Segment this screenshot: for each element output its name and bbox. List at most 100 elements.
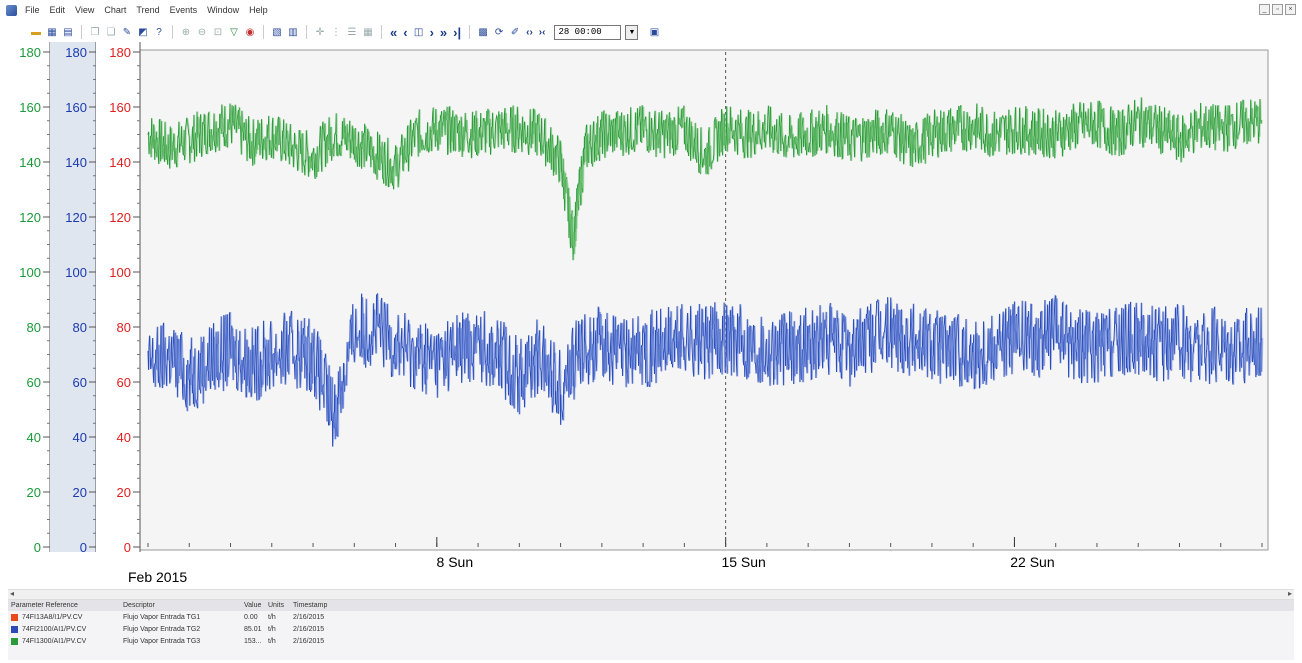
y-tick-label: 100 [19, 265, 41, 280]
toolbar-separator [263, 25, 264, 39]
chart-config-icon[interactable]: ◩ [138, 26, 148, 38]
minimize-icon[interactable]: _ [1259, 4, 1270, 15]
legend-swatch [11, 626, 18, 633]
zoom-in-icon[interactable]: ⊕ [181, 26, 191, 38]
toolbar: ▬ ▦ ▤ ❐ ❏ ✎ ◩ ? ⊕ ⊖ ⊡ ▽ ◉ ▧ ▥ ✛ ⋮ ☰ ▦ « … [0, 22, 1302, 42]
scroll-left-icon[interactable]: ◂ [10, 589, 15, 598]
table-icon[interactable]: ▥ [288, 26, 298, 38]
y-tick-label: 100 [109, 265, 131, 280]
legend-value: 0.00 [244, 614, 258, 621]
help-icon[interactable]: ? [156, 26, 162, 38]
legend-row[interactable]: 74FI2100/AI1/PV.CV Flujo Vapor Entrada T… [8, 624, 1294, 635]
y-tick-label: 80 [27, 320, 41, 335]
y-tick-label: 80 [73, 320, 87, 335]
y-tick-label: 40 [117, 430, 131, 445]
cursor-icon[interactable]: ✛ [315, 26, 325, 38]
legend-descriptor: Flujo Vapor Entrada TG1 [123, 614, 201, 621]
properties-icon[interactable]: ✎ [122, 26, 132, 38]
go-latest-icon[interactable]: ›| [453, 24, 462, 40]
scroll-right-icon[interactable]: ▸ [1287, 589, 1292, 598]
legend-row[interactable]: 74FI1300/AI1/PV.CV Flujo Vapor Entrada T… [8, 636, 1294, 647]
y-axis-band [96, 42, 140, 552]
y-tick-label: 40 [27, 430, 41, 445]
back-icon[interactable]: ‹ [403, 24, 408, 40]
close-icon[interactable]: × [1285, 4, 1296, 15]
y-tick-label: 20 [73, 485, 87, 500]
y-tick-label: 120 [65, 210, 87, 225]
y-tick-label: 140 [19, 155, 41, 170]
y-tick-label: 180 [109, 45, 131, 60]
calendar-icon[interactable]: ▩ [478, 26, 488, 38]
legend-swatch [11, 614, 18, 621]
center-icon[interactable]: ◫ [413, 26, 424, 38]
save-icon[interactable]: ▦ [47, 26, 57, 38]
series-layer [147, 97, 1264, 447]
y-tick-label: 180 [19, 45, 41, 60]
y-axis-band [50, 42, 96, 552]
y-tick-label: 0 [34, 540, 41, 555]
x-tick-label: 15 Sun [721, 554, 765, 570]
y-tick-label: 80 [117, 320, 131, 335]
grid-icon[interactable]: ▦ [363, 26, 373, 38]
shrink-range-icon[interactable]: ›‹ [538, 26, 546, 38]
restore-icon[interactable]: ▫ [1272, 4, 1283, 15]
print-icon[interactable]: ▤ [63, 26, 73, 38]
menu-bar: File Edit View Chart Trend Events Window… [0, 0, 1302, 20]
apply-time-icon[interactable]: ▣ [649, 26, 660, 38]
trend-chart[interactable]: 0 20 40 60 80 100 120 140 160 180 0 20 40 60 80 100 120 1… [0, 42, 1302, 587]
legend-timestamp: 2/16/2015 [293, 638, 325, 645]
y-tick-label: 60 [27, 375, 41, 390]
series-line-highlight [148, 97, 1264, 261]
horizontal-scrollbar[interactable]: ◂ ▸ [8, 589, 1294, 600]
export-icon[interactable]: ▧ [272, 26, 282, 38]
legend-value: 153... [244, 638, 262, 645]
y-tick-label: 140 [65, 155, 87, 170]
header-value[interactable]: Value [244, 602, 262, 609]
y-tick-label: 60 [73, 375, 87, 390]
event-icon[interactable]: ◉ [245, 26, 255, 38]
menu-file[interactable]: File [25, 5, 40, 15]
menu-chart[interactable]: Chart [104, 5, 127, 15]
legend-descriptor: Flujo Vapor Entrada TG3 [123, 638, 201, 645]
menu-edit[interactable]: Edit [49, 5, 66, 15]
stack-icon[interactable]: ☰ [347, 26, 357, 38]
forward-fast-icon[interactable]: » [439, 24, 448, 40]
menu-events[interactable]: Events [169, 5, 198, 15]
x-axis: 8 Sun 15 Sun 22 Sun [147, 537, 1263, 570]
split-icon[interactable]: ⋮ [331, 26, 341, 38]
expand-range-icon[interactable]: ‹› [526, 26, 533, 38]
app-icon [6, 4, 17, 16]
time-sync-icon[interactable]: ⟳ [494, 26, 504, 38]
edit-time-icon[interactable]: ✐ [510, 26, 520, 38]
legend-units: t/h [268, 626, 276, 633]
zoom-out-icon[interactable]: ⊖ [197, 26, 207, 38]
x-month-label: Feb 2015 [128, 569, 187, 585]
header-timestamp[interactable]: Timestamp [293, 602, 328, 609]
y-tick-label: 160 [65, 100, 87, 115]
toolbar-separator [172, 25, 173, 39]
time-range-dropdown-icon[interactable]: ▼ [625, 24, 639, 40]
toolbar-separator [306, 25, 307, 39]
filter-icon[interactable]: ▽ [230, 26, 238, 38]
y-tick-label: 120 [109, 210, 131, 225]
header-parameter[interactable]: Parameter Reference [11, 602, 78, 609]
menu-help[interactable]: Help [249, 5, 268, 15]
menu-view[interactable]: View [75, 5, 95, 15]
header-descriptor[interactable]: Descriptor [123, 602, 155, 609]
zoom-fit-icon[interactable]: ⊡ [213, 26, 223, 38]
menu-trend[interactable]: Trend [136, 5, 160, 15]
time-range-input[interactable]: 28 00:00 [554, 24, 622, 40]
forward-icon[interactable]: › [429, 24, 434, 40]
x-tick-label: 22 Sun [1010, 554, 1054, 570]
y-tick-label: 40 [73, 430, 87, 445]
menu-window[interactable]: Window [207, 5, 240, 15]
legend-ref: 74FI13A8/I1/PV.CV [22, 614, 83, 621]
copy-icon[interactable]: ❐ [90, 26, 100, 38]
open-icon[interactable]: ▬ [31, 26, 41, 38]
y-tick-label: 0 [80, 540, 87, 555]
header-units[interactable]: Units [268, 602, 284, 609]
rewind-fast-icon[interactable]: « [390, 24, 398, 40]
y-tick-label: 160 [19, 100, 41, 115]
legend-row[interactable]: 74FI13A8/I1/PV.CV Flujo Vapor Entrada TG… [8, 612, 1294, 623]
paste-icon[interactable]: ❏ [106, 26, 116, 38]
